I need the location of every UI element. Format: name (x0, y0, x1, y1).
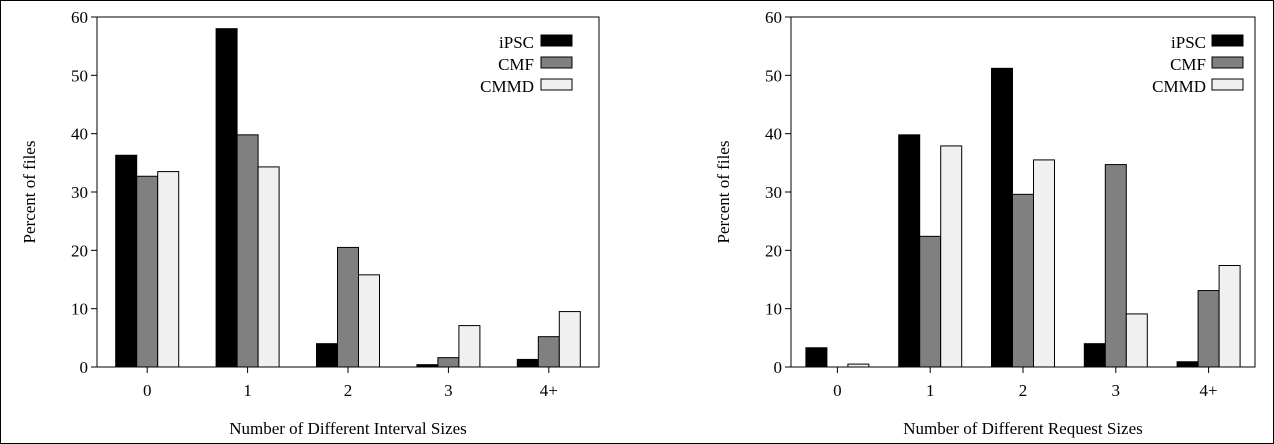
bar-cmmd-1 (257, 166, 280, 368)
y-axis-title: Percent of files (20, 141, 39, 244)
x-axis-title: Number of Different Interval Sizes (229, 419, 467, 438)
bar-ipsc-4+ (1176, 361, 1199, 368)
x-tick-label: 0 (143, 381, 152, 400)
legend-swatch-cmf (540, 56, 573, 69)
bar-cmmd-3 (1125, 313, 1148, 368)
bar-cmmd-0 (847, 363, 870, 368)
bar-cmf-2 (337, 246, 359, 368)
y-tick-label: 20 (765, 241, 782, 260)
y-tick-label: 30 (71, 183, 88, 202)
x-tick-label: 0 (833, 381, 842, 400)
legend-label-cmf: CMF (498, 55, 534, 74)
chart-1: 0 10 20 30 40 50 60 0 1 2 3 4+ Number of Different I… (20, 8, 600, 438)
bar-cmf-1 (236, 134, 259, 368)
x-tick-label: 4+ (540, 381, 558, 400)
chart-2: 0 10 20 30 40 50 60 0 1 2 3 4+ Number of Different R… (714, 8, 1256, 438)
bar-cmmd-1 (940, 145, 963, 368)
x-axis-title: Number of Different Request Sizes (903, 419, 1143, 438)
bar-cmmd-4+ (1218, 265, 1241, 368)
bar-cmmd-2 (358, 274, 380, 368)
y-tick-label: 30 (765, 183, 782, 202)
bar-ipsc-3 (416, 364, 439, 368)
x-tick-label: 4+ (1200, 381, 1218, 400)
legend-label-ipsc: iPSC (499, 33, 534, 52)
bar-cmf-2 (1012, 193, 1034, 368)
x-tick-label: 1 (926, 381, 935, 400)
legend-swatch-cmf (1211, 56, 1244, 69)
legend-swatch-ipsc (540, 34, 573, 47)
legend-swatch-ipsc (1211, 34, 1244, 47)
y-tick-label: 10 (765, 300, 782, 319)
bar-cmf-3 (1104, 164, 1127, 368)
bar-cmf-4+ (537, 336, 560, 368)
y-tick-label: 50 (765, 66, 782, 85)
x-tick-label: 3 (444, 381, 453, 400)
bar-ipsc-2 (316, 343, 338, 368)
bar-ipsc-0 (805, 347, 828, 368)
legend-label-cmf: CMF (1170, 55, 1206, 74)
legend-label-ipsc: iPSC (1171, 33, 1206, 52)
bar-cmmd-0 (157, 171, 180, 368)
y-tick-label: 0 (80, 358, 89, 377)
y-tick-label: 10 (71, 300, 88, 319)
x-tick-label: 2 (344, 381, 353, 400)
bar-ipsc-4+ (516, 358, 539, 368)
bar-cmmd-4+ (558, 311, 581, 368)
x-tick-label: 1 (243, 381, 252, 400)
y-tick-label: 20 (71, 241, 88, 260)
y-axis-title: Percent of files (714, 141, 733, 244)
legend-label-cmmd: CMMD (1152, 77, 1206, 96)
bar-cmf-3 (437, 357, 460, 368)
y-tick-label: 40 (765, 125, 782, 144)
bar-cmmd-3 (458, 325, 481, 368)
y-tick-label: 0 (774, 358, 783, 377)
bar-cmf-4+ (1197, 290, 1220, 368)
legend-swatch-cmmd (1211, 78, 1244, 91)
bar-ipsc-1 (215, 28, 238, 368)
y-tick-label: 60 (71, 8, 88, 27)
bar-cmf-0 (136, 175, 159, 368)
y-tick-label: 50 (71, 66, 88, 85)
bar-ipsc-0 (115, 154, 138, 368)
bar-ipsc-3 (1083, 343, 1106, 368)
legend-swatch-cmmd (540, 78, 573, 91)
y-tick-label: 40 (71, 125, 88, 144)
bar-cmf-1 (919, 235, 942, 368)
legend-label-cmmd: CMMD (480, 77, 534, 96)
y-tick-label: 60 (765, 8, 782, 27)
bar-ipsc-2 (991, 67, 1013, 368)
bar-cmmd-2 (1033, 159, 1055, 368)
x-tick-label: 3 (1112, 381, 1121, 400)
x-tick-label: 2 (1019, 381, 1028, 400)
bar-ipsc-1 (898, 134, 921, 368)
